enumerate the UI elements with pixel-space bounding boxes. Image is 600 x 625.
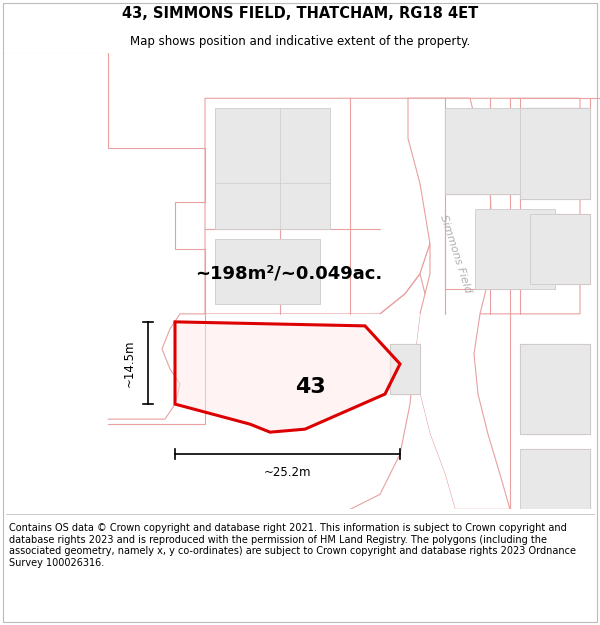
Polygon shape: [475, 209, 555, 289]
Polygon shape: [530, 214, 590, 284]
Polygon shape: [0, 53, 108, 509]
Text: Simmons Field: Simmons Field: [437, 213, 472, 294]
Text: Map shows position and indicative extent of the property.: Map shows position and indicative extent…: [130, 35, 470, 48]
Polygon shape: [205, 98, 430, 314]
Polygon shape: [408, 98, 510, 509]
Text: 43: 43: [295, 377, 326, 397]
Text: 43, SIMMONS FIELD, THATCHAM, RG18 4ET: 43, SIMMONS FIELD, THATCHAM, RG18 4ET: [122, 6, 478, 21]
Polygon shape: [215, 239, 320, 304]
Polygon shape: [175, 322, 400, 432]
Polygon shape: [470, 98, 600, 509]
Text: ~14.5m: ~14.5m: [123, 339, 136, 387]
Polygon shape: [520, 344, 590, 434]
Text: ~25.2m: ~25.2m: [264, 466, 311, 479]
Polygon shape: [215, 108, 330, 229]
Polygon shape: [520, 449, 590, 509]
Polygon shape: [520, 108, 590, 199]
Polygon shape: [390, 344, 420, 394]
Polygon shape: [0, 53, 205, 509]
Polygon shape: [420, 98, 580, 314]
Text: ~198m²/~0.049ac.: ~198m²/~0.049ac.: [195, 265, 382, 282]
Polygon shape: [108, 314, 455, 509]
Text: Contains OS data © Crown copyright and database right 2021. This information is : Contains OS data © Crown copyright and d…: [9, 523, 576, 568]
Polygon shape: [445, 108, 555, 194]
